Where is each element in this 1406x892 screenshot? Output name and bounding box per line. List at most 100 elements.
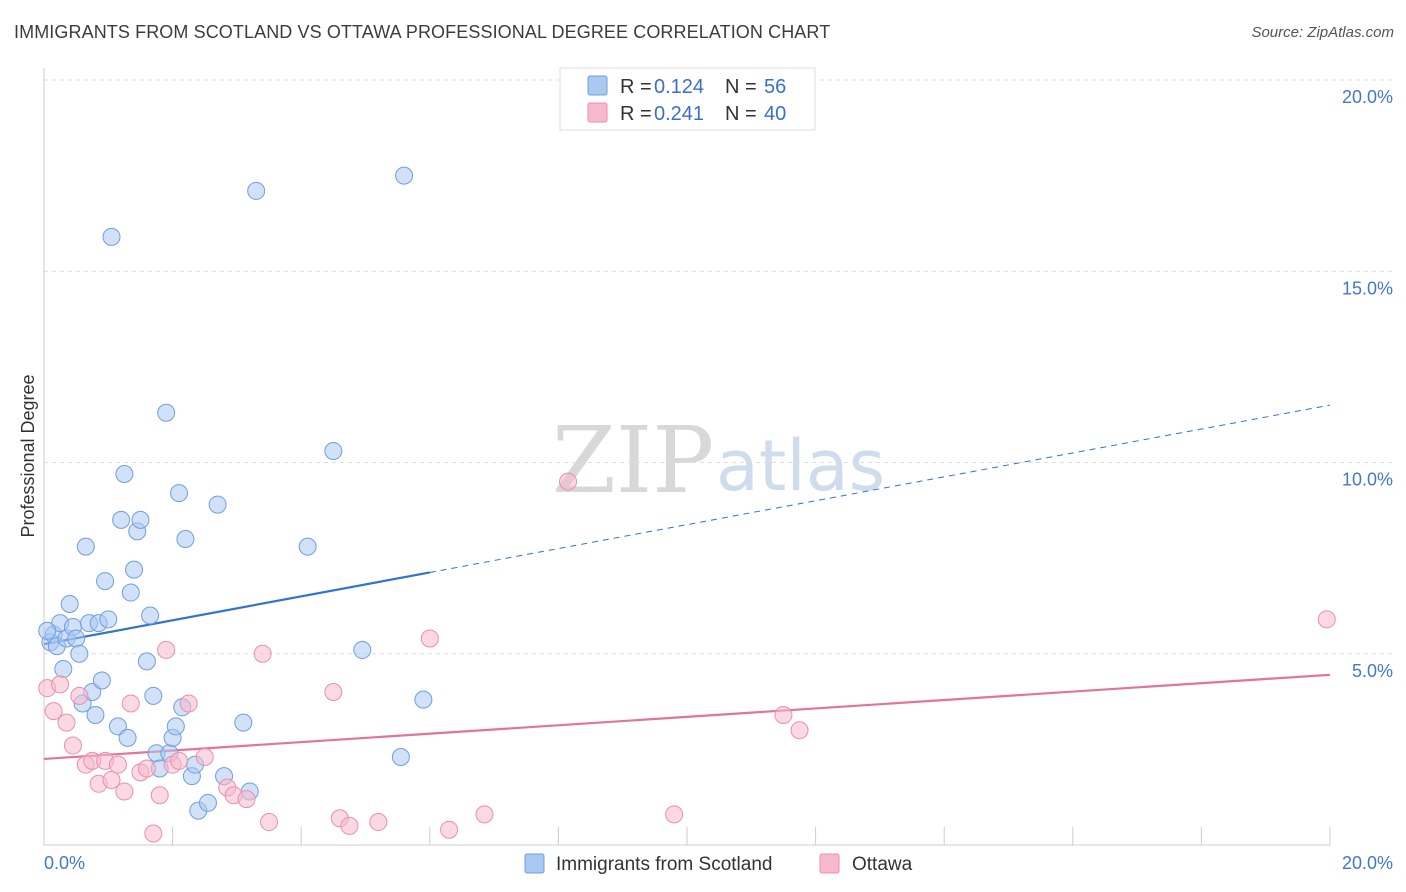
data-points	[38, 166, 1336, 843]
legend-n-label: N =	[725, 103, 757, 125]
series-legend-swatch-scotland	[524, 853, 545, 874]
series-legend-swatch-ottawa	[819, 853, 840, 874]
ottawa-point	[170, 751, 189, 770]
scotland-point	[112, 510, 131, 529]
scotland-point	[108, 717, 127, 736]
scotland-point	[70, 644, 89, 663]
y-tick-label: 15.0%	[1342, 278, 1393, 298]
scotland-point	[176, 530, 195, 548]
scotland-point	[166, 717, 185, 736]
ottawa-point	[115, 782, 134, 801]
scotland-point	[38, 621, 57, 640]
legend-r-value: 0.124	[654, 76, 704, 98]
legend-swatch-scotland	[587, 75, 608, 96]
scotland-point	[118, 728, 137, 747]
legend-swatch-ottawa	[587, 102, 608, 123]
ottawa-point	[150, 786, 169, 805]
scotland-point	[208, 495, 227, 514]
axes: 0.0% 20.0%	[43, 68, 1393, 873]
scotland-point	[157, 403, 176, 422]
legend-r-label: R =	[620, 103, 652, 125]
scotland-point	[60, 595, 79, 614]
scotland-point	[86, 705, 105, 724]
ottawa-point	[195, 748, 214, 767]
ottawa-point	[340, 816, 359, 835]
scotland-point	[395, 166, 414, 185]
ottawa-point	[559, 472, 578, 491]
scotland-point	[125, 560, 144, 579]
ottawa-point	[665, 805, 684, 824]
watermark: ZIP atlas	[552, 407, 885, 514]
y-axis-label: Professional Degree	[18, 374, 38, 537]
scotland-point	[121, 583, 140, 602]
legend-n-label: N =	[725, 76, 757, 98]
ottawa-point	[475, 805, 494, 824]
ottawa-point	[1317, 610, 1336, 629]
ottawa-point	[420, 629, 439, 648]
ottawa-point	[102, 770, 121, 789]
scotland-point	[115, 464, 134, 483]
watermark-zip: ZIP	[552, 407, 714, 514]
ottawa-point	[57, 713, 76, 732]
ottawa-point	[260, 813, 279, 832]
scotland-point	[99, 610, 118, 629]
ottawa-point	[324, 683, 343, 701]
ottawa-point	[51, 675, 70, 694]
scotland-point	[131, 510, 150, 529]
legend-r-label: R =	[620, 76, 652, 98]
watermark-atlas: atlas	[716, 425, 885, 507]
trend-lines	[43, 404, 1331, 761]
y-axis-label-group: Professional Degree	[18, 374, 38, 537]
grid-lines: 5.0% 10.0% 15.0% 20.0%	[44, 79, 1394, 681]
scotland-trend-line-extension	[429, 404, 1331, 573]
ottawa-trend-line	[43, 673, 1331, 761]
ottawa-point	[144, 824, 163, 843]
ottawa-point	[179, 694, 198, 713]
scotland-point	[144, 686, 163, 705]
ottawa-point	[237, 790, 256, 809]
scotland-point	[137, 652, 156, 671]
legend-r-value: 0.241	[654, 103, 704, 125]
series-legend-label-scotland: Immigrants from Scotland	[556, 854, 772, 875]
series-legend-label-ottawa: Ottawa	[852, 854, 913, 875]
scotland-point	[67, 629, 86, 648]
chart-title: IMMIGRANTS FROM SCOTLAND VS OTTAWA PROFE…	[14, 22, 831, 42]
scotland-point	[391, 748, 410, 767]
ottawa-point	[137, 759, 156, 778]
scotland-point	[234, 713, 253, 732]
correlation-legend: R = 0.124 N = 56 R = 0.241 N = 40	[559, 67, 816, 131]
ottawa-point	[63, 736, 82, 755]
ottawa-point	[440, 820, 459, 839]
scotland-point	[324, 442, 343, 461]
x-tick-label: 20.0%	[1342, 853, 1393, 873]
scotland-point	[96, 572, 115, 591]
scotland-point	[414, 690, 433, 709]
ottawa-point	[108, 755, 127, 774]
legend-n-value: 56	[764, 76, 786, 98]
scotland-point	[170, 484, 189, 503]
scotland-trend-line	[43, 571, 431, 646]
ottawa-point	[253, 644, 272, 663]
scotland-point	[141, 606, 160, 625]
scotland-point	[76, 537, 95, 556]
y-tick-label: 10.0%	[1342, 470, 1393, 490]
source-label: Source: ZipAtlas.com	[1251, 24, 1394, 41]
ottawa-point	[121, 694, 140, 713]
legend-n-value: 40	[764, 103, 786, 125]
ottawa-point	[70, 686, 89, 705]
ottawa-point	[44, 702, 63, 721]
scotland-point	[102, 227, 121, 246]
ottawa-point	[774, 705, 793, 724]
y-tick-label: 5.0%	[1352, 661, 1393, 681]
series-legend: Immigrants from Scotland Ottawa	[524, 853, 913, 875]
scotland-point	[92, 671, 111, 690]
scotland-point	[353, 640, 372, 659]
scotland-point	[54, 660, 73, 679]
scotland-point	[247, 181, 266, 200]
y-tick-label: 20.0%	[1342, 87, 1393, 107]
x-tick-label: 0.0%	[44, 853, 85, 873]
ottawa-point	[157, 640, 176, 659]
ottawa-point	[369, 813, 388, 832]
ottawa-point	[790, 721, 809, 740]
